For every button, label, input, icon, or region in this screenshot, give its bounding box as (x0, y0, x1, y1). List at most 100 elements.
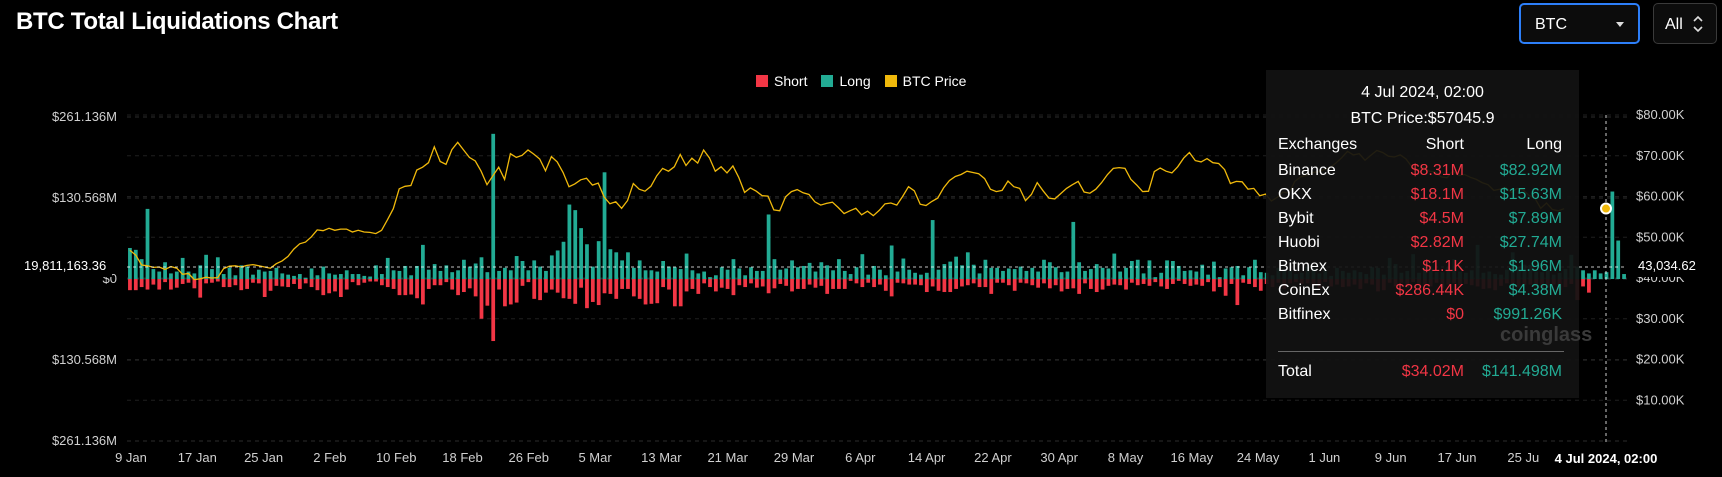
bar-long[interactable] (930, 220, 935, 279)
bar-long[interactable] (590, 266, 595, 279)
bar-long[interactable] (649, 270, 654, 279)
bar-long[interactable] (210, 269, 214, 279)
bar-short[interactable] (772, 279, 777, 289)
bar-long[interactable] (227, 267, 232, 279)
bar-long[interactable] (1118, 271, 1123, 279)
bar-short[interactable] (368, 279, 373, 282)
bar-long[interactable] (614, 252, 619, 279)
bar-short[interactable] (749, 279, 753, 284)
bar-short[interactable] (1223, 279, 1228, 296)
bar-short[interactable] (596, 279, 601, 306)
bar-long[interactable] (579, 228, 583, 279)
bar-short[interactable] (913, 279, 917, 285)
bar-long[interactable] (585, 244, 589, 279)
bar-short[interactable] (467, 279, 472, 289)
bar-long[interactable] (186, 271, 191, 279)
bar-short[interactable] (819, 279, 824, 286)
bar-short[interactable] (1106, 279, 1111, 286)
bar-long[interactable] (1001, 270, 1005, 279)
bar-long[interactable] (467, 266, 472, 279)
bar-short[interactable] (631, 279, 636, 297)
bar-long[interactable] (221, 274, 226, 279)
bar-short[interactable] (948, 279, 953, 293)
bar-long[interactable] (954, 256, 958, 279)
bar-short[interactable] (585, 279, 589, 309)
bar-short[interactable] (303, 279, 308, 284)
bar-long[interactable] (1112, 253, 1117, 279)
bar-short[interactable] (1112, 279, 1117, 285)
bar-long[interactable] (766, 214, 771, 279)
bar-long[interactable] (1592, 270, 1597, 279)
bar-long[interactable] (696, 273, 701, 279)
bar-long[interactable] (1042, 259, 1046, 279)
bar-short[interactable] (544, 279, 548, 293)
bar-short[interactable] (790, 279, 794, 292)
bar-short[interactable] (344, 279, 349, 290)
bar-short[interactable] (989, 279, 994, 294)
bar-long[interactable] (620, 260, 624, 279)
bar-long[interactable] (731, 259, 736, 279)
bar-short[interactable] (1012, 279, 1017, 291)
bar-short[interactable] (924, 279, 929, 293)
bar-short[interactable] (1229, 279, 1234, 284)
bar-long[interactable] (479, 257, 484, 279)
bar-long[interactable] (368, 276, 373, 279)
bar-long[interactable] (1130, 261, 1134, 279)
bar-long[interactable] (497, 270, 501, 279)
bar-long[interactable] (1053, 267, 1058, 279)
bar-long[interactable] (825, 265, 830, 279)
bar-short[interactable] (936, 279, 941, 291)
bar-long[interactable] (878, 269, 882, 279)
bar-long[interactable] (338, 274, 343, 279)
bar-long[interactable] (1616, 240, 1621, 279)
bar-short[interactable] (163, 279, 167, 283)
bar-long[interactable] (514, 256, 519, 279)
bar-short[interactable] (614, 279, 619, 299)
bar-long[interactable] (1241, 275, 1246, 279)
bar-long[interactable] (790, 260, 794, 279)
bar-long[interactable] (303, 277, 308, 279)
bar-long[interactable] (1147, 260, 1152, 279)
bar-long[interactable] (573, 210, 578, 279)
bar-short[interactable] (942, 279, 947, 293)
bar-long[interactable] (1012, 269, 1017, 279)
bar-short[interactable] (860, 279, 865, 288)
bar-long[interactable] (1171, 261, 1175, 279)
bar-long[interactable] (1159, 272, 1164, 279)
bar-short[interactable] (385, 279, 390, 288)
bar-short[interactable] (567, 279, 572, 299)
bar-long[interactable] (286, 274, 291, 279)
bar-long[interactable] (473, 263, 478, 279)
bar-short[interactable] (174, 279, 179, 288)
bar-short[interactable] (338, 279, 343, 297)
bar-short[interactable] (731, 279, 736, 296)
bar-long[interactable] (380, 274, 384, 279)
bar-long[interactable] (169, 273, 173, 279)
bar-short[interactable] (192, 279, 197, 289)
bar-short[interactable] (678, 279, 683, 307)
bar-long[interactable] (678, 269, 683, 279)
bar-short[interactable] (514, 279, 519, 303)
bar-long[interactable] (743, 275, 748, 279)
bar-short[interactable] (462, 279, 466, 293)
bar-long[interactable] (215, 257, 220, 279)
bar-long[interactable] (321, 266, 326, 279)
bar-short[interactable] (1077, 279, 1082, 294)
bar-long[interactable] (1165, 260, 1169, 279)
bar-long[interactable] (807, 262, 812, 279)
bar-short[interactable] (426, 279, 431, 289)
bar-long[interactable] (690, 270, 695, 279)
bar-short[interactable] (1135, 279, 1140, 286)
bar-long[interactable] (755, 270, 759, 279)
bar-long[interactable] (268, 270, 273, 279)
bar-short[interactable] (409, 279, 414, 295)
bar-short[interactable] (198, 279, 203, 298)
bar-short[interactable] (145, 279, 150, 290)
bar-long[interactable] (198, 265, 203, 279)
bar-long[interactable] (801, 265, 806, 279)
bar-short[interactable] (760, 279, 765, 287)
bar-long[interactable] (1200, 264, 1205, 279)
bar-long[interactable] (1212, 261, 1216, 279)
bar-long[interactable] (421, 244, 425, 279)
bar-short[interactable] (444, 279, 449, 283)
